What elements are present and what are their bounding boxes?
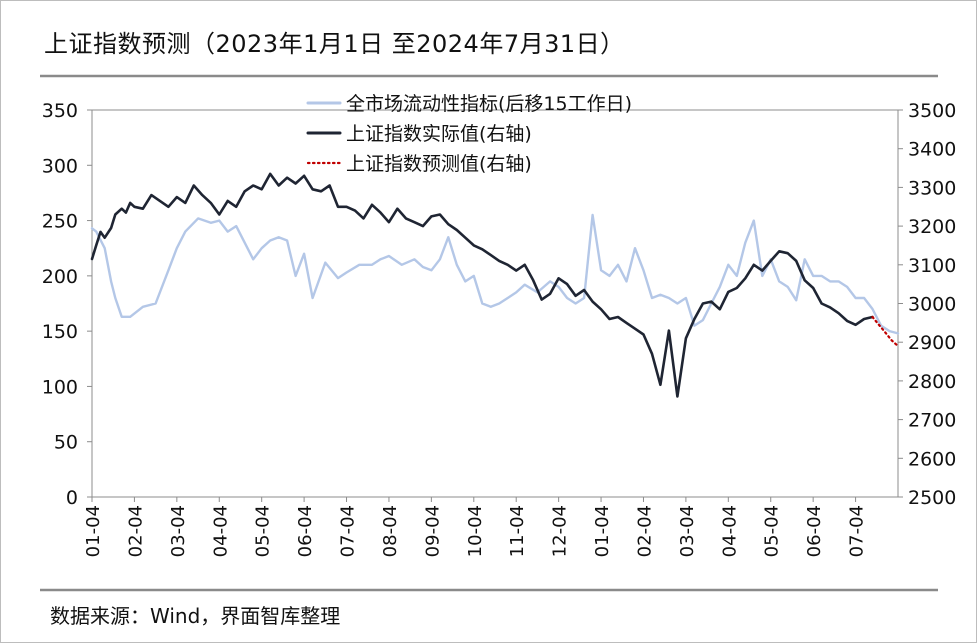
x-tick-label: 07-04 [847, 505, 868, 557]
y-right-tick-label: 3500 [908, 100, 956, 122]
legend-label: 上证指数实际值(右轴) [346, 123, 532, 145]
legend-label: 上证指数预测值(右轴) [346, 153, 532, 175]
chart-title: 上证指数预测（2023年1月1日 至2024年7月31日） [44, 30, 625, 58]
y-right-tick-label: 3000 [908, 294, 956, 316]
series-line-1 [90, 213, 900, 335]
x-tick-label: 08-04 [380, 505, 401, 557]
x-tick-label: 09-04 [422, 505, 443, 557]
y-right-tick-label: 2800 [908, 371, 956, 393]
x-tick-label: 06-04 [804, 505, 825, 557]
x-tick-label: 04-04 [210, 505, 231, 557]
y-right-tick-label: 3300 [908, 177, 956, 199]
x-tick-label: 02-04 [634, 505, 655, 557]
y-right-tick-label: 3400 [908, 139, 956, 161]
y-left-tick-label: 200 [42, 266, 78, 288]
y-axis-right: 2500 2600 2700 2800 2900 3000 3100 3200 3300 3400… [898, 100, 956, 509]
y-right-tick-label: 2700 [908, 410, 956, 432]
y-left-tick-label: 350 [42, 100, 78, 122]
y-left-tick-label: 100 [42, 376, 78, 398]
y-axis-left: 0 50 100 150 200 250 300 350 [42, 100, 92, 509]
x-axis: 01-04 02-04 03-04 04-04 05-04 06-04 07-04 08-04… [83, 497, 868, 557]
x-tick-label: 01-04 [83, 505, 104, 557]
y-left-tick-label: 250 [42, 211, 78, 233]
y-right-tick-label: 3200 [908, 216, 956, 238]
y-right-tick-label: 2900 [908, 332, 956, 354]
series-layer [90, 172, 900, 398]
y-left-tick-label: 300 [42, 155, 78, 177]
x-tick-label: 06-04 [295, 505, 316, 557]
x-tick-label: 04-04 [719, 505, 740, 557]
x-tick-label: 05-04 [762, 505, 783, 557]
chart-source: 数据来源：Wind，界面智库整理 [50, 604, 341, 628]
series-line-2 [90, 172, 874, 398]
y-left-tick-label: 150 [42, 321, 78, 343]
y-right-tick-label: 3100 [908, 255, 956, 277]
x-tick-label: 03-04 [168, 505, 189, 557]
x-tick-label: 07-04 [338, 505, 359, 557]
y-right-tick-label: 2500 [908, 487, 956, 509]
series-line-3 [871, 315, 900, 348]
y-right-tick-label: 2600 [908, 448, 956, 470]
y-left-tick-label: 50 [54, 432, 78, 454]
x-tick-label: 03-04 [677, 505, 698, 557]
x-tick-label: 10-04 [465, 505, 486, 557]
x-tick-label: 01-04 [592, 505, 613, 557]
x-tick-label: 12-04 [550, 505, 571, 557]
x-tick-label: 05-04 [253, 505, 274, 557]
y-left-tick-label: 0 [66, 487, 78, 509]
x-tick-label: 11-04 [507, 505, 528, 557]
legend-label: 全市场流动性指标(后移15工作日) [346, 93, 632, 115]
x-tick-label: 02-04 [125, 505, 146, 557]
legend: 全市场流动性指标(后移15工作日) 上证指数实际值(右轴) 上证指数预测值(右轴) [306, 93, 632, 175]
